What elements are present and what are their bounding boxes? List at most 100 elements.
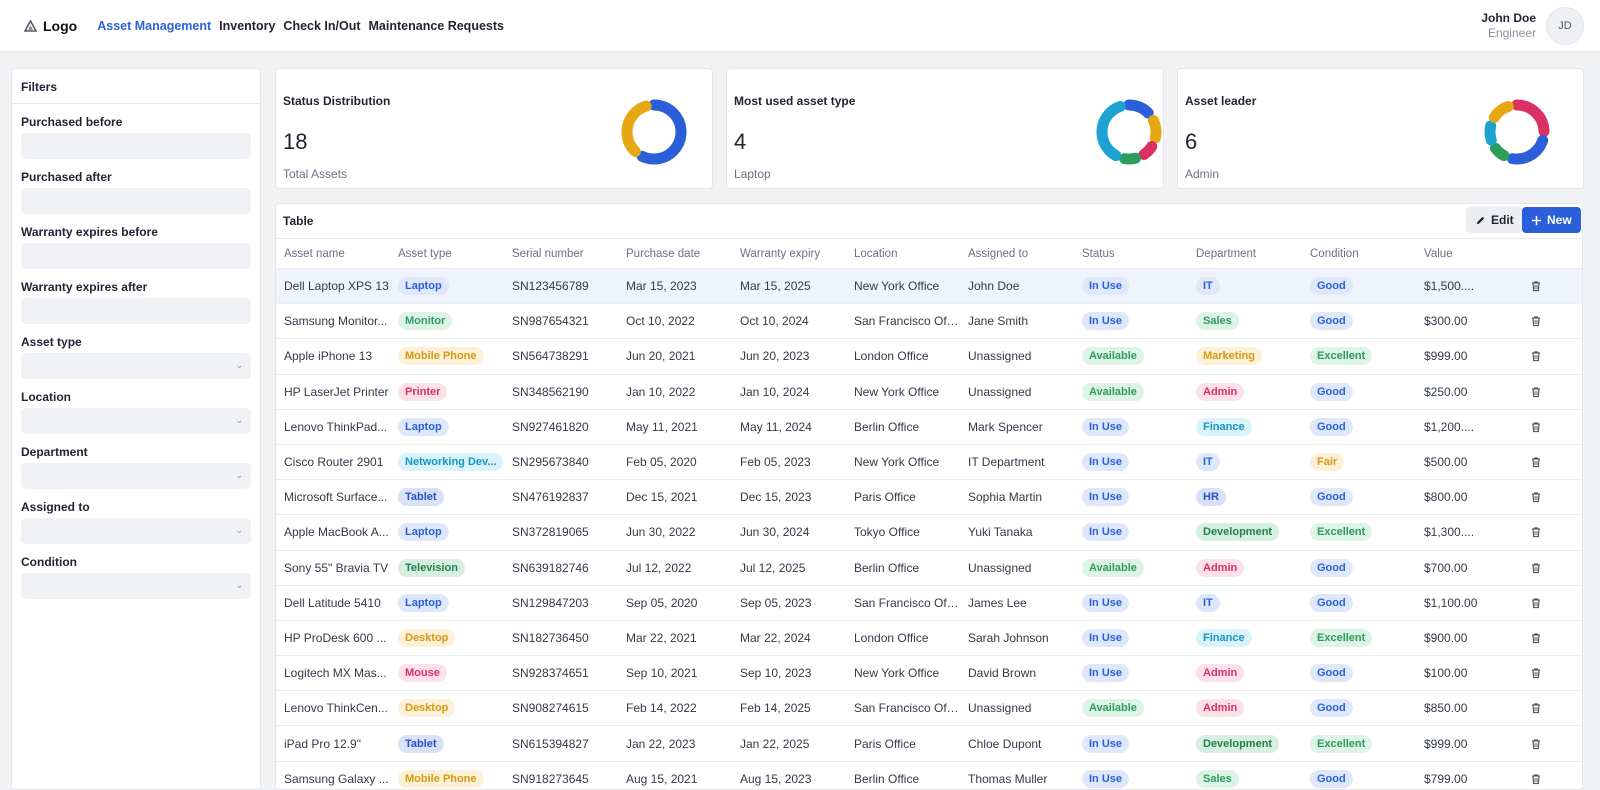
trash-icon[interactable]	[1524, 562, 1582, 574]
department-badge: Admin	[1196, 699, 1245, 718]
nav-item-check-in-out[interactable]: Check In/Out	[283, 18, 361, 33]
filter-warranty-expires-after-input[interactable]	[21, 298, 251, 324]
table-row[interactable]: HP ProDesk 600 ... Desktop SN182736450 Mar …	[276, 620, 1582, 657]
nav-item-maintenance-requests[interactable]: Maintenance Requests	[368, 18, 504, 33]
trash-icon[interactable]	[1524, 597, 1582, 609]
trash-icon[interactable]	[1524, 738, 1582, 750]
trash-icon[interactable]	[1524, 632, 1582, 644]
card-title: Asset leader	[1185, 94, 1257, 108]
delete-cell	[1516, 514, 1582, 551]
asset-type-badge: Laptop	[398, 417, 449, 436]
assigned-to-cell: Unassigned	[960, 374, 1074, 410]
condition-cell: Good	[1302, 550, 1416, 586]
nav-item-asset-management[interactable]: Asset Management	[97, 18, 212, 33]
filter-asset-type-select[interactable]: ⌄	[21, 353, 251, 379]
table-row[interactable]: iPad Pro 12.9" Tablet SN615394827 Jan 22, 2…	[276, 725, 1582, 762]
column-header-status[interactable]: Status	[1074, 238, 1188, 269]
warranty-expiry-cell: Jan 22, 2025	[732, 725, 846, 762]
table-row[interactable]: Dell Laptop XPS 13 Laptop SN123456789 Mar 1…	[276, 268, 1582, 305]
column-header-condition[interactable]: Condition	[1302, 238, 1416, 269]
logo[interactable]: Logo	[24, 18, 77, 34]
asset-leader-donut-chart	[1484, 99, 1550, 165]
warranty-expiry-cell: Aug 15, 2023	[732, 761, 846, 789]
status-badge: In Use	[1082, 312, 1130, 331]
asset-type-badge: Mobile Phone	[398, 347, 484, 366]
table-row[interactable]: Dell Latitude 5410 Laptop SN129847203 Sep 0…	[276, 585, 1582, 621]
table-row[interactable]: Logitech MX Mas... Mouse SN928374651 Sep 10…	[276, 655, 1582, 692]
trash-icon[interactable]	[1524, 773, 1582, 785]
status-cell: In Use	[1074, 620, 1188, 657]
status-badge: Available	[1082, 699, 1144, 718]
trash-icon[interactable]	[1524, 526, 1582, 538]
trash-icon[interactable]	[1524, 491, 1582, 503]
value-cell: $300.00	[1416, 303, 1516, 340]
department-cell: Development	[1188, 725, 1302, 762]
status-badge: Available	[1082, 558, 1144, 577]
department-badge: Admin	[1196, 558, 1245, 577]
asset-type-badge: Printer	[398, 382, 448, 401]
table-row[interactable]: Microsoft Surface... Tablet SN476192837 Dec…	[276, 479, 1582, 516]
purchase-date-cell: Mar 22, 2021	[618, 620, 732, 657]
column-header-asset-name[interactable]: Asset name	[276, 238, 390, 269]
status-badge: In Use	[1082, 734, 1130, 753]
filter-purchased-before-input[interactable]	[21, 133, 251, 159]
status-cell: In Use	[1074, 725, 1188, 762]
table-row[interactable]: Apple MacBook A... Laptop SN372819065 Jun 3…	[276, 514, 1582, 551]
asset-type-cell: Mobile Phone	[390, 338, 504, 375]
card-title: Status Distribution	[283, 94, 391, 108]
condition-cell: Excellent	[1302, 725, 1416, 762]
location-cell: Tokyo Office	[846, 514, 960, 551]
department-cell: Admin	[1188, 550, 1302, 586]
trash-icon[interactable]	[1524, 315, 1582, 327]
value-cell: $900.00	[1416, 620, 1516, 657]
filter-assigned-to-select[interactable]: ⌄	[21, 518, 251, 544]
donut-segment	[1096, 99, 1162, 165]
column-header-location[interactable]: Location	[846, 238, 960, 269]
asset-name-cell: iPad Pro 12.9"	[276, 725, 390, 762]
table-row[interactable]: Samsung Galaxy ... Mobile Phone SN91827364…	[276, 761, 1582, 789]
filter-location-select[interactable]: ⌄	[21, 408, 251, 434]
column-header-asset-type[interactable]: Asset type	[390, 238, 504, 269]
assigned-to-cell: IT Department	[960, 444, 1074, 481]
serial-number-cell: SN928374651	[504, 655, 618, 692]
column-header-warranty-expiry[interactable]: Warranty expiry	[732, 238, 846, 269]
nav-item-inventory[interactable]: Inventory	[219, 18, 276, 33]
filter-warranty-expires-before-input[interactable]	[21, 243, 251, 269]
table-row[interactable]: Apple iPhone 13 Mobile Phone SN564738291 Ju…	[276, 338, 1582, 375]
table-row[interactable]: Sony 55" Bravia TV Television SN639182746 J…	[276, 550, 1582, 586]
column-header-department[interactable]: Department	[1188, 238, 1302, 269]
trash-icon[interactable]	[1524, 280, 1582, 292]
table-row[interactable]: Samsung Monitor... Monitor SN987654321 Oct …	[276, 303, 1582, 340]
table-row[interactable]: HP LaserJet Printer Printer SN348562190 Jan…	[276, 374, 1582, 410]
trash-icon[interactable]	[1524, 456, 1582, 468]
table-row[interactable]: Cisco Router 2901 Networking Dev... SN2956…	[276, 444, 1582, 481]
column-header-purchase-date[interactable]: Purchase date	[618, 238, 732, 269]
filter-department-select[interactable]: ⌄	[21, 463, 251, 489]
filter-label-assigned-to: Assigned to	[21, 500, 90, 514]
trash-icon[interactable]	[1524, 350, 1582, 362]
column-header-serial-number[interactable]: Serial number	[504, 238, 618, 269]
new-button[interactable]: New	[1522, 207, 1581, 233]
asset-type-cell: Laptop	[390, 268, 504, 305]
logo-triangle-icon	[24, 19, 37, 32]
chevron-down-icon: ⌄	[235, 415, 243, 425]
column-header-value[interactable]: Value	[1416, 238, 1516, 269]
avatar[interactable]: JD	[1546, 6, 1584, 45]
trash-icon[interactable]	[1524, 702, 1582, 714]
location-cell: Paris Office	[846, 479, 960, 516]
trash-icon[interactable]	[1524, 667, 1582, 679]
column-header-assigned-to[interactable]: Assigned to	[960, 238, 1074, 269]
trash-icon[interactable]	[1524, 386, 1582, 398]
value-cell: $500.00	[1416, 444, 1516, 481]
delete-cell	[1516, 303, 1582, 340]
filter-purchased-after-input[interactable]	[21, 188, 251, 214]
serial-number-cell: SN908274615	[504, 690, 618, 727]
edit-button[interactable]: Edit	[1466, 207, 1523, 233]
assigned-to-cell: Unassigned	[960, 690, 1074, 727]
user-menu[interactable]: John Doe Engineer JD	[1481, 6, 1584, 45]
table-row[interactable]: Lenovo ThinkPad... Laptop SN927461820 May 1…	[276, 409, 1582, 445]
value-cell: $800.00	[1416, 479, 1516, 516]
filter-condition-select[interactable]: ⌄	[21, 573, 251, 599]
trash-icon[interactable]	[1524, 421, 1582, 433]
table-row[interactable]: Lenovo ThinkCen... Desktop SN908274615 Feb …	[276, 690, 1582, 727]
